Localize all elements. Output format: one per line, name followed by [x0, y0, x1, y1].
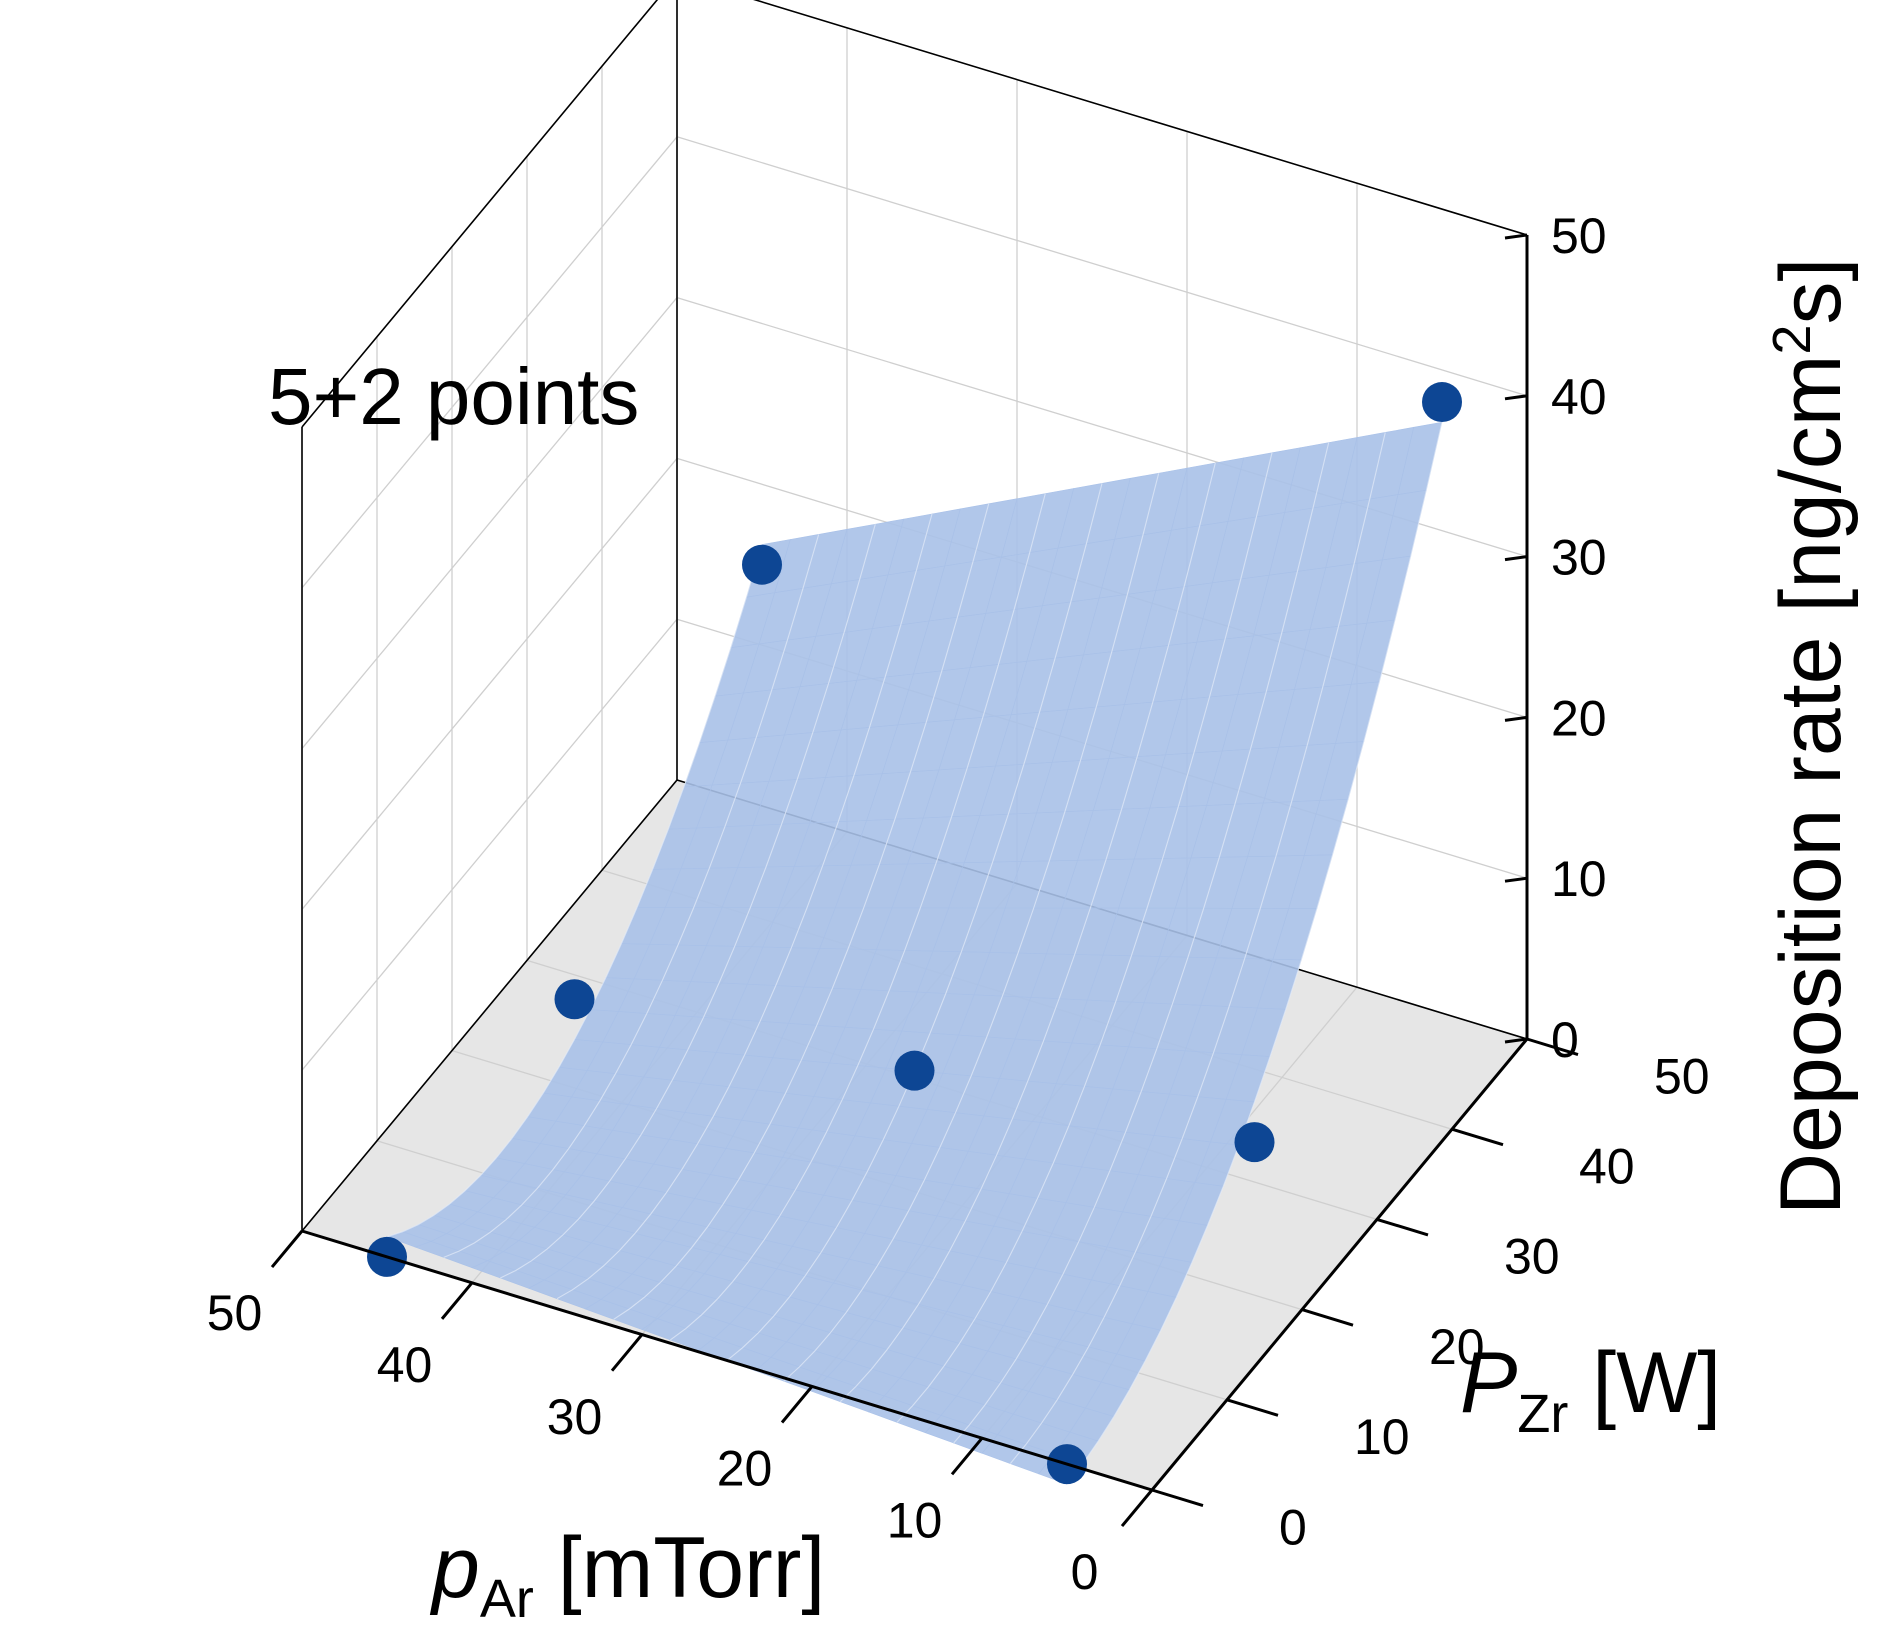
data-point — [554, 979, 595, 1020]
x-axis-title-main: p — [429, 1520, 480, 1616]
axis-lines — [270, 233, 1579, 1528]
y-tick — [1376, 1217, 1429, 1237]
y-tick-label: 0 — [1279, 1499, 1307, 1555]
z-tick-label: 0 — [1551, 1012, 1579, 1068]
grid-left-z — [301, 457, 678, 910]
z-tick — [1504, 715, 1528, 722]
data-point — [1234, 1122, 1275, 1163]
surface-mesh-line — [500, 524, 876, 1279]
y-tick-label: 10 — [1354, 1409, 1410, 1465]
x-axis-title-unit: [mTorr] — [534, 1520, 825, 1616]
z-axis-title-sup: 2 — [1762, 325, 1822, 355]
y-tick-label: 20 — [1429, 1319, 1485, 1375]
surface-mesh-line — [556, 513, 933, 1300]
y-axis-title-unit: [W] — [1568, 1335, 1721, 1431]
data-point — [1422, 382, 1462, 423]
x-tick — [270, 1230, 304, 1269]
z-tick — [1504, 555, 1528, 562]
surface-mesh-line — [896, 452, 1273, 1423]
axes-frame — [301, 0, 1528, 1232]
z-axis-title-pre: Deposition rate [ng/cm — [1763, 355, 1859, 1215]
surface-mesh-line — [839, 462, 1216, 1403]
surface-mesh-line — [1066, 422, 1443, 1485]
frame-edge — [301, 779, 678, 1232]
z-tick — [1504, 233, 1528, 240]
x-tick-label: 0 — [1071, 1544, 1099, 1600]
y-tick-label: 30 — [1504, 1229, 1560, 1285]
frame-edge — [753, 0, 1528, 236]
surface-mesh-line — [783, 473, 1160, 1382]
y-tick — [1526, 1037, 1579, 1056]
z-tick — [1504, 394, 1528, 401]
grid-left-z — [301, 136, 678, 589]
annotation-label: 5+2 points — [268, 352, 639, 441]
grid-left-z — [301, 297, 678, 750]
y-tick — [1301, 1308, 1354, 1327]
x-tick — [1120, 1489, 1154, 1528]
x-tick-label: 20 — [717, 1441, 773, 1497]
x-tick — [950, 1437, 984, 1476]
data-point — [894, 1050, 935, 1091]
z-axis-title-post: s] — [1763, 258, 1859, 325]
surface-mesh-line — [443, 534, 820, 1258]
y-tick — [1451, 1127, 1504, 1147]
x-tick — [610, 1333, 644, 1372]
z-tick-label: 30 — [1551, 530, 1607, 586]
z-axis-title: Deposition rate [ng/cm2s] — [1762, 258, 1859, 1215]
grid-left-z — [301, 618, 678, 1071]
surface-mesh-line — [613, 503, 990, 1320]
y-axis-title-main: P — [1460, 1335, 1517, 1431]
x-tick — [440, 1281, 474, 1320]
x-axis-line — [301, 1229, 1153, 1492]
z-tick-label: 20 — [1551, 690, 1607, 746]
tick-labels: 0 10 20 30 40 50 0 10 20 30 40 50 0 10 20 30 40 50 — [207, 208, 1710, 1600]
x-tick-label: 10 — [887, 1492, 943, 1548]
surface-mesh-line — [669, 493, 1046, 1341]
x-tick-label: 40 — [377, 1337, 433, 1393]
surface-mesh-line — [1009, 432, 1386, 1464]
surface-mesh-line — [386, 544, 763, 1238]
y-axis-title-sub: Zr — [1517, 1384, 1568, 1444]
x-tick-label: 30 — [547, 1389, 603, 1445]
grid-back-z — [753, 0, 1528, 236]
y-axis-line — [1150, 1038, 1529, 1491]
z-tick — [1504, 1037, 1528, 1044]
y-tick — [1151, 1488, 1204, 1507]
fitted-surface — [386, 421, 1443, 1485]
y-axis-title: PZr [W] — [1460, 1335, 1721, 1444]
surface-mesh-line — [953, 442, 1330, 1444]
back-left-pane — [302, 0, 677, 1231]
z-tick-label: 10 — [1551, 851, 1607, 907]
x-axis-title: pAr [mTorr] — [429, 1520, 825, 1629]
z-tick-label: 50 — [1551, 208, 1607, 264]
y-tick — [1226, 1398, 1279, 1417]
frame-edge — [301, 0, 659, 428]
data-point — [742, 544, 782, 585]
z-tick-label: 40 — [1551, 369, 1607, 425]
y-tick-label: 50 — [1654, 1048, 1710, 1104]
x-axis-title-sub: Ar — [480, 1569, 534, 1629]
grid-back-z — [676, 136, 1528, 397]
z-tick — [1504, 876, 1528, 883]
y-tick-label: 40 — [1579, 1138, 1635, 1194]
x-tick — [780, 1385, 814, 1424]
x-tick-label: 50 — [207, 1285, 263, 1341]
